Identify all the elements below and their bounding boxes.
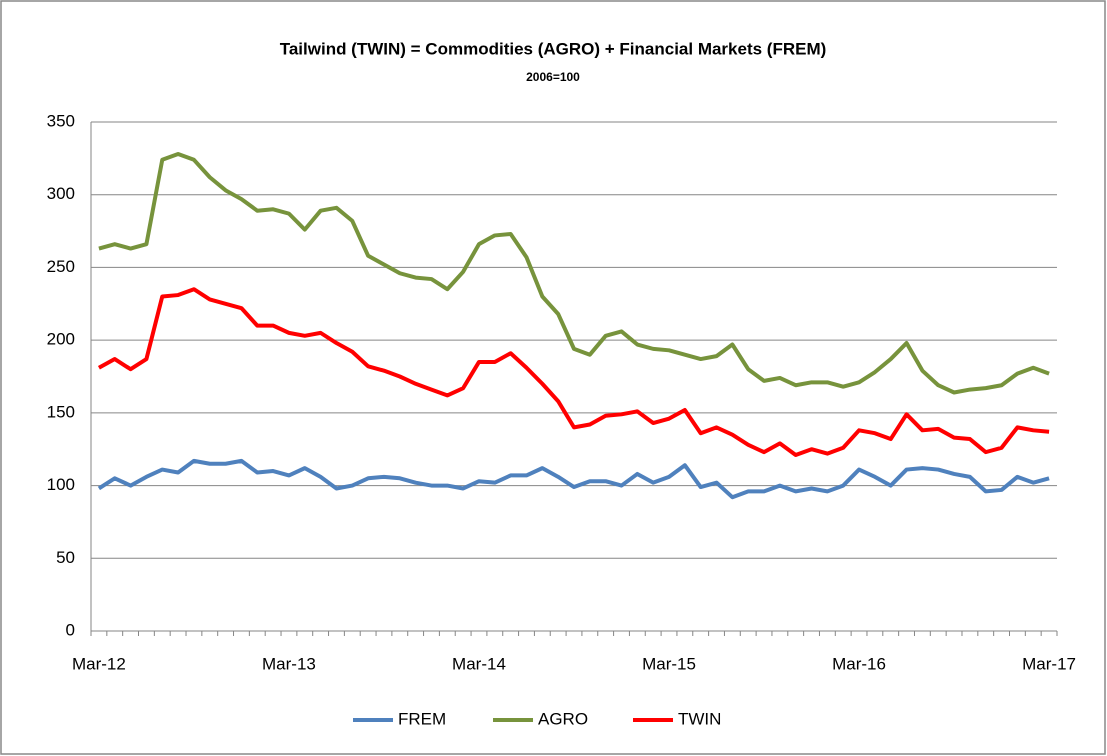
- series-line: [98, 151, 1050, 395]
- x-tick-label: Mar-13: [262, 654, 316, 673]
- y-tick-label: 200: [47, 330, 75, 349]
- legend-label: AGRO: [538, 709, 588, 728]
- x-tick-label: Mar-16: [832, 654, 886, 673]
- x-tick-label: Mar-14: [452, 654, 506, 673]
- y-tick-label: 100: [47, 475, 75, 494]
- y-tick-label: 250: [47, 257, 75, 276]
- chart-subtitle: 2006=100: [526, 70, 580, 84]
- chart-title: Tailwind (TWIN) = Commodities (AGRO) + F…: [280, 39, 827, 58]
- x-tick-label: Mar-12: [72, 654, 126, 673]
- legend-label: FREM: [398, 709, 446, 728]
- y-tick-label: 350: [47, 111, 75, 130]
- y-tick-label: 150: [47, 402, 75, 421]
- x-tick-label: Mar-17: [1022, 654, 1076, 673]
- series-line: [97, 458, 1050, 500]
- y-tick-label: 50: [56, 548, 75, 567]
- legend-label: TWIN: [678, 709, 721, 728]
- x-tick-label: Mar-15: [642, 654, 696, 673]
- series-line: [97, 287, 1050, 458]
- y-tick-label: 0: [66, 620, 75, 639]
- y-tick-label: 300: [47, 184, 75, 203]
